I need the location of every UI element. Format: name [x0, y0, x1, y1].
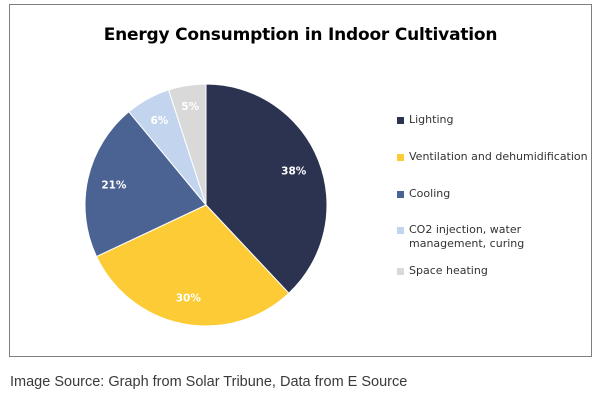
pie-slice-lighting — [205, 83, 328, 294]
legend-item: CO2 injection, water management, curing — [397, 223, 591, 251]
legend-label: CO2 injection, water management, curing — [409, 223, 525, 250]
slice-value-label: 38% — [281, 165, 307, 177]
slice-value-label: 30% — [176, 293, 202, 305]
legend-swatch — [397, 268, 404, 275]
pie-chart: 38% 30% 21% 6% 5% — [84, 83, 328, 327]
legend-label: Lighting — [409, 113, 454, 126]
legend-item: Lighting — [397, 113, 591, 127]
legend-label: Cooling — [409, 187, 451, 200]
chart-frame: Energy Consumption in Indoor Cultivation… — [9, 4, 592, 357]
legend-swatch — [397, 117, 404, 124]
pie-slice-cooling — [84, 111, 207, 258]
legend-swatch — [397, 227, 404, 234]
legend-label: Ventilation and dehumidification — [409, 150, 588, 163]
legend-item: Cooling — [397, 187, 591, 201]
legend-label: Space heating — [409, 264, 488, 277]
slice-value-label: 6% — [150, 115, 168, 127]
slice-value-label: 21% — [101, 179, 127, 191]
pie-slice-space-heating — [167, 83, 207, 206]
slice-value-label: 5% — [181, 101, 199, 113]
legend-item: Ventilation and dehumidification — [397, 150, 591, 164]
legend-item: Space heating — [397, 264, 591, 278]
pie-slice-ventilation-and-dehumidification — [95, 204, 290, 327]
legend-swatch — [397, 191, 404, 198]
chart-title: Energy Consumption in Indoor Cultivation — [103, 25, 498, 45]
image-source-caption: Image Source: Graph from Solar Tribune, … — [10, 374, 408, 390]
legend-swatch — [397, 154, 404, 161]
